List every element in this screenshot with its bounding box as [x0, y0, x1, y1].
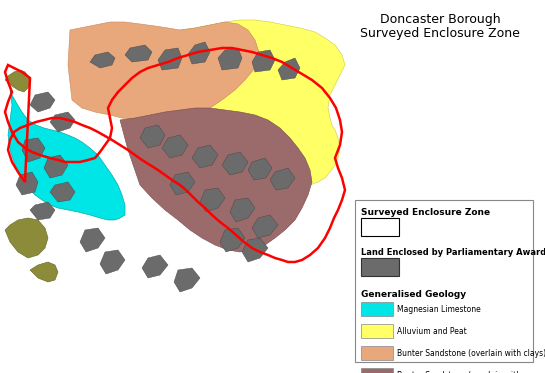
Bar	[361, 258, 399, 276]
Polygon shape	[8, 90, 125, 220]
Text: Bunter Sandstone (overlain with gravels): Bunter Sandstone (overlain with gravels)	[397, 370, 545, 373]
Polygon shape	[140, 125, 165, 148]
Polygon shape	[90, 52, 115, 68]
Polygon shape	[30, 202, 55, 220]
Polygon shape	[44, 155, 68, 178]
Polygon shape	[252, 50, 275, 72]
FancyBboxPatch shape	[355, 200, 533, 362]
Polygon shape	[252, 215, 278, 238]
Bar	[361, 324, 393, 338]
Polygon shape	[5, 218, 48, 258]
Polygon shape	[188, 42, 210, 64]
Text: Surveyed Enclosure Zone: Surveyed Enclosure Zone	[361, 208, 490, 217]
Bar	[361, 302, 393, 316]
Polygon shape	[68, 22, 260, 122]
Text: Alluvium and Peat: Alluvium and Peat	[397, 326, 467, 335]
Polygon shape	[50, 182, 75, 202]
Polygon shape	[170, 172, 195, 195]
Polygon shape	[200, 188, 225, 212]
Polygon shape	[174, 268, 200, 292]
Text: Bunter Sandstone (overlain with clays): Bunter Sandstone (overlain with clays)	[397, 348, 545, 357]
Polygon shape	[80, 228, 105, 252]
Polygon shape	[270, 168, 295, 190]
Polygon shape	[125, 45, 152, 62]
Polygon shape	[16, 172, 38, 195]
Polygon shape	[248, 158, 272, 180]
Bar	[361, 368, 393, 373]
Polygon shape	[100, 250, 125, 274]
Text: Doncaster Borough: Doncaster Borough	[380, 13, 500, 26]
Polygon shape	[30, 92, 55, 112]
Polygon shape	[192, 145, 218, 168]
Polygon shape	[222, 152, 248, 175]
Polygon shape	[220, 228, 245, 252]
Polygon shape	[22, 138, 45, 162]
Bar	[361, 346, 393, 360]
Polygon shape	[30, 262, 58, 282]
Text: Surveyed Enclosure Zone: Surveyed Enclosure Zone	[360, 27, 520, 40]
Polygon shape	[162, 135, 188, 158]
Text: Land Enclosed by Parliamentary Award before 1790: Land Enclosed by Parliamentary Award bef…	[361, 248, 545, 257]
Polygon shape	[120, 108, 312, 252]
Text: Magnesian Limestone: Magnesian Limestone	[397, 304, 481, 313]
Polygon shape	[5, 70, 30, 92]
Polygon shape	[158, 48, 182, 70]
Bar	[361, 218, 399, 236]
Polygon shape	[180, 20, 345, 192]
Polygon shape	[50, 112, 75, 132]
Polygon shape	[230, 198, 255, 222]
Polygon shape	[142, 255, 168, 278]
Polygon shape	[278, 58, 300, 80]
Text: Generalised Geology: Generalised Geology	[361, 290, 466, 299]
Polygon shape	[242, 238, 268, 262]
Polygon shape	[218, 48, 242, 70]
